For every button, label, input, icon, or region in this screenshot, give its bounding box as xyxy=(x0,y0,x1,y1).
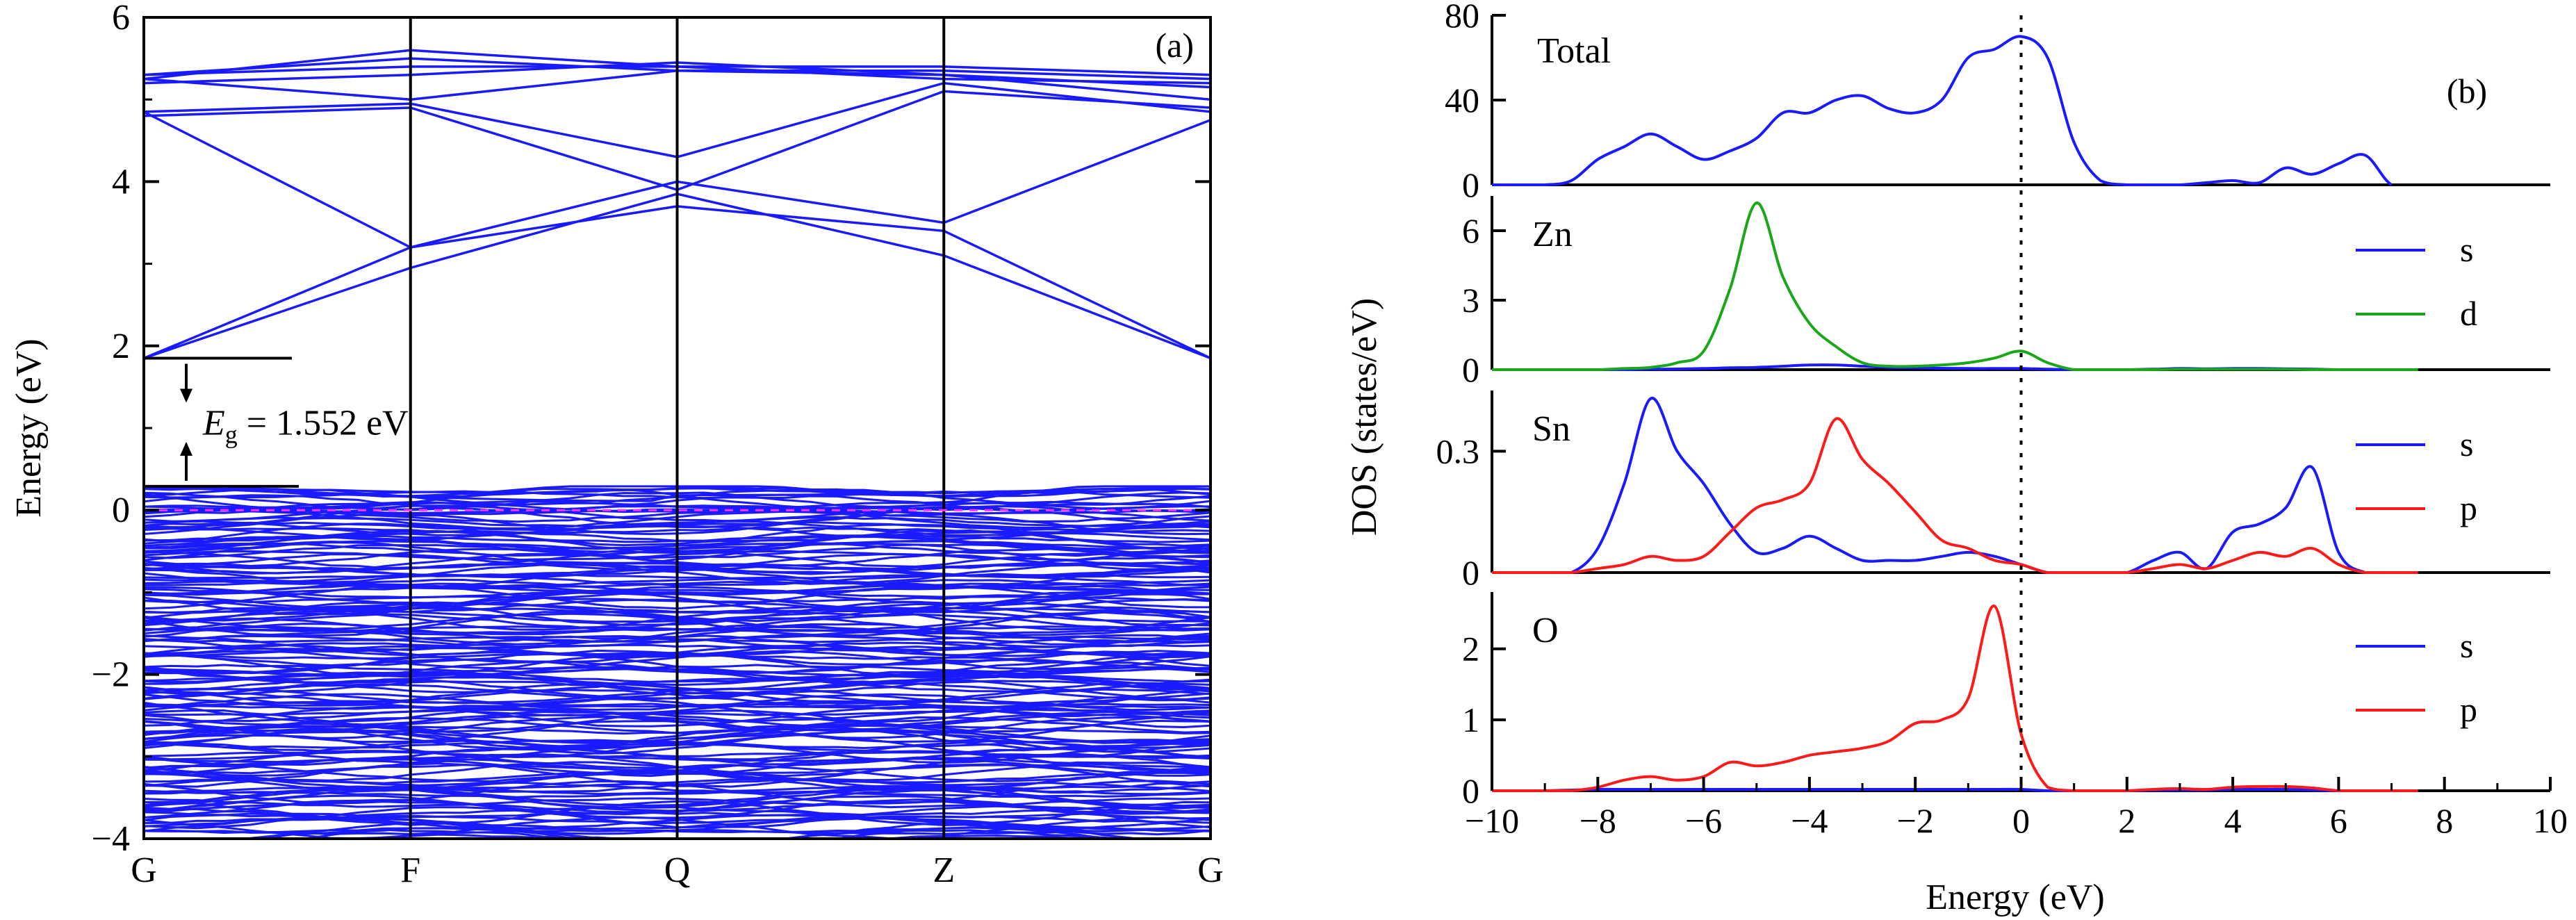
dos-x-tick-label: 4 xyxy=(2224,801,2242,840)
dos-y-tick-label: 0 xyxy=(1462,165,1479,204)
dos-subplot-label: Sn xyxy=(1532,409,1570,449)
dos-curve-o-s xyxy=(1492,787,2418,792)
dos-subplot-label: Zn xyxy=(1532,215,1573,254)
gap-arrowhead-down xyxy=(180,388,192,403)
k-point-label: G xyxy=(131,851,157,890)
dos-y-tick-label: 6 xyxy=(1462,211,1479,250)
dos-x-tick-label: −6 xyxy=(1685,801,1722,840)
k-point-lines xyxy=(409,17,946,839)
k-point-label: Z xyxy=(933,851,955,890)
dos-curve-sn-s xyxy=(1492,397,2418,574)
panel-label-b: (b) xyxy=(2447,72,2487,110)
legend-label: s xyxy=(2460,626,2473,665)
dos-y-tick-label: 1 xyxy=(1462,700,1479,739)
dos-x-tick-label: 10 xyxy=(2533,801,2568,840)
dos-y-tick-label: 40 xyxy=(1445,81,1479,120)
dos-y-tick-label: 0 xyxy=(1462,350,1479,389)
dos-subplot-total: 0 40 80 Total xyxy=(1445,0,2550,204)
legend-label: s xyxy=(2460,230,2473,269)
dos-subplot-sn: 0 0.3 Sn sp xyxy=(1436,391,2550,592)
dos-y-tick-label: 0.3 xyxy=(1436,432,1480,470)
dos-y-tick-label: 0 xyxy=(1462,553,1479,592)
dos-x-tick-label: 6 xyxy=(2330,801,2347,840)
dos-x-tick-label: −2 xyxy=(1897,801,1934,840)
energy-tick-label: 6 xyxy=(112,0,130,38)
dos-x-tick-label: −4 xyxy=(1791,801,1828,840)
k-point-label: Q xyxy=(664,851,691,890)
valence-band-line xyxy=(293,826,1117,839)
dos-x-tick-label: 8 xyxy=(2436,801,2453,840)
legend-label: s xyxy=(2460,425,2473,463)
dos-subplot-label: Total xyxy=(1537,31,1611,71)
panel-label-a: (a) xyxy=(1156,26,1195,65)
dos-energy-ticks: −10 −8 −6 −4 −2 0 2 4 6 8 10 xyxy=(1465,777,2568,840)
dos-x-tick-label: −10 xyxy=(1465,801,1519,840)
valence-band-line xyxy=(250,821,1144,839)
energy-tick-label: 2 xyxy=(112,327,130,366)
energy-tick-label: −2 xyxy=(92,655,130,695)
dos-x-tick-label: −8 xyxy=(1580,801,1616,840)
dos-curve-sn-p xyxy=(1492,417,2418,574)
dos-curve-zn-d xyxy=(1492,202,2418,371)
energy-axis-label: Energy (eV) xyxy=(9,338,49,518)
energy-tick-label: 4 xyxy=(112,162,130,202)
dos-curve-o-p xyxy=(1492,605,2418,792)
valence-band-line xyxy=(228,828,1126,839)
dos-axis-label: DOS (states/eV) xyxy=(1345,298,1384,536)
band-structure-panel: 6 4 2 0 −2 −4 G F Q Z G Energy (eV) (a) Eg = 1.55… xyxy=(9,0,1224,890)
dos-y-tick-label: 0 xyxy=(1462,771,1479,810)
dos-x-tick-label: 0 xyxy=(2012,801,2030,840)
legend-label: p xyxy=(2460,488,2477,527)
gap-arrowhead-up xyxy=(180,441,192,456)
k-point-label: G xyxy=(1197,851,1224,890)
k-point-label: F xyxy=(400,851,420,890)
dos-y-tick-label: 2 xyxy=(1462,630,1479,668)
energy-ticks: 6 4 2 0 −2 −4 xyxy=(92,0,1211,859)
valence-band-line xyxy=(144,841,1211,848)
valence-band-line xyxy=(357,833,1088,839)
legend-label: d xyxy=(2460,294,2477,333)
dos-subplot-label: O xyxy=(1532,611,1559,650)
energy-tick-label: −4 xyxy=(92,819,130,859)
dos-y-tick-label: 3 xyxy=(1462,281,1479,320)
energy-tick-label: 0 xyxy=(112,491,130,530)
dos-x-tick-label: 2 xyxy=(2118,801,2135,840)
dos-curve-total-total xyxy=(1492,35,2393,186)
dos-y-tick-label: 80 xyxy=(1445,0,1479,35)
band-gap-annotation: Eg = 1.552 eV xyxy=(144,356,409,488)
dos-energy-axis-label: Energy (eV) xyxy=(1926,878,2105,917)
dos-subplot-zn: 0 3 6 Zn sd xyxy=(1462,196,2550,389)
band-gap-label: Eg = 1.552 eV xyxy=(202,404,409,449)
legend-label: p xyxy=(2460,690,2477,729)
